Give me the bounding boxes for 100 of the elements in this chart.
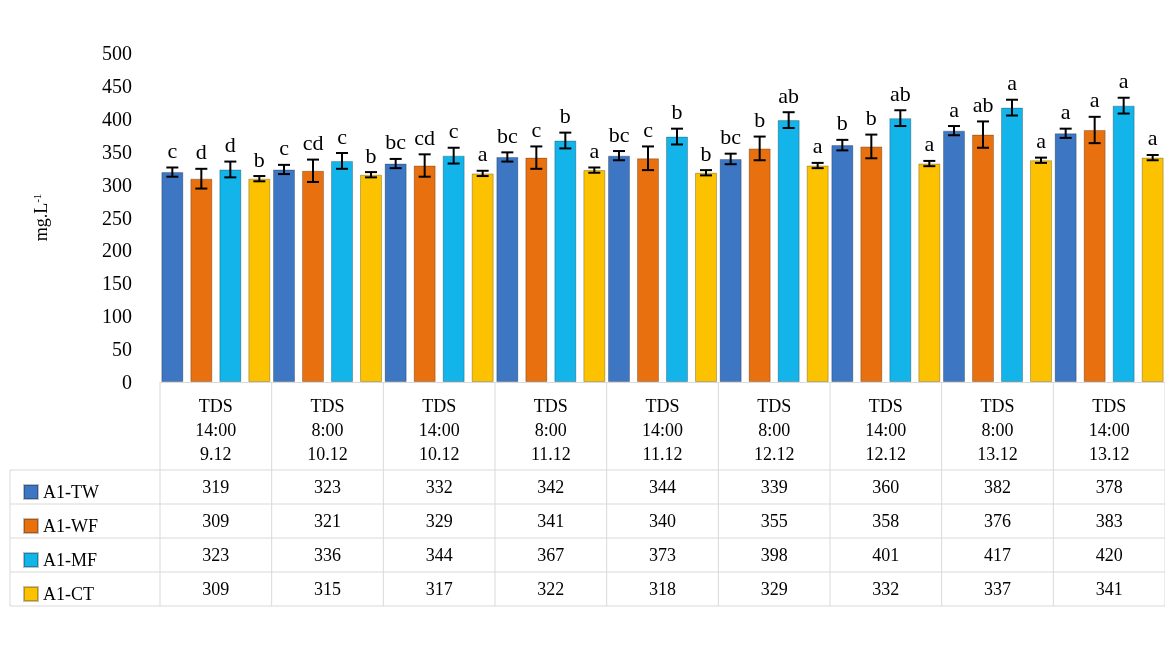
data-label: 340 (649, 511, 676, 531)
data-label: 341 (1095, 579, 1123, 599)
annotation: c (448, 118, 459, 144)
data-label: 337 (984, 579, 1011, 599)
y-tick-label: 450 (102, 74, 132, 97)
annotation: b (836, 110, 848, 136)
annotation: b (754, 107, 766, 133)
data-label: 344 (649, 477, 676, 497)
data-label: 420 (1095, 545, 1123, 565)
annotation: b (671, 99, 683, 125)
annotation: c (279, 135, 290, 161)
bar (918, 163, 941, 382)
bar (1054, 133, 1077, 382)
data-label: 358 (872, 511, 900, 531)
x-tick-label: TDS 8:00 13.12 (977, 396, 1018, 464)
annotation: ab (778, 82, 800, 108)
data-label: 401 (872, 545, 900, 565)
bar (719, 158, 742, 382)
annotation: a (924, 131, 935, 157)
legend-label: A1-CT (43, 584, 94, 604)
data-label: 323 (314, 477, 341, 497)
legend-label: A1-MF (43, 550, 98, 570)
data-label: 332 (425, 477, 453, 497)
y-tick-label: 500 (102, 42, 132, 64)
annotation: a (589, 137, 600, 163)
x-tick-label: TDS 8:00 11.12 (530, 396, 571, 464)
annotation: a (1060, 99, 1071, 125)
x-tick-label: TDS 14:00 10.12 (418, 396, 460, 464)
legend-label: A1-WF (43, 516, 98, 536)
data-label: 383 (1095, 511, 1123, 531)
annotation: bc (720, 124, 742, 150)
x-tick-label: TDS 14:00 9.12 (195, 396, 237, 464)
y-tick-label: 300 (102, 173, 132, 196)
bar (608, 155, 630, 382)
bar (360, 174, 382, 382)
x-tick-label: TDS 8:00 12.12 (753, 396, 795, 464)
annotation: c (531, 116, 542, 142)
data-label: 309 (202, 511, 230, 531)
y-tick-label: 200 (102, 239, 132, 262)
bar (496, 156, 519, 382)
data-label: 336 (314, 545, 341, 565)
annotation: b (253, 146, 265, 172)
data-label: 318 (649, 579, 676, 599)
annotation: d (195, 139, 207, 165)
annotation: c (643, 116, 654, 142)
bar (1141, 157, 1164, 382)
data-label: 355 (760, 511, 788, 531)
y-tick-label: 250 (102, 206, 132, 229)
annotation: a (1007, 70, 1018, 96)
data-label: 398 (760, 545, 788, 565)
data-label: 373 (649, 545, 676, 565)
annotation: ab (972, 91, 994, 117)
annotation: bc (385, 129, 407, 155)
bar (1030, 160, 1052, 382)
y-tick-label: 400 (102, 107, 132, 130)
annotation: c (167, 137, 178, 163)
annotation: bc (496, 122, 518, 148)
y-tick-label: 350 (102, 140, 132, 163)
bar (806, 165, 829, 382)
annotation: a (1089, 87, 1100, 113)
data-label: 323 (202, 545, 230, 565)
bar (273, 169, 295, 382)
legend-label: A1-TW (43, 482, 99, 502)
data-label: 367 (537, 545, 565, 565)
data-label: 344 (425, 545, 453, 565)
data-label: 329 (760, 579, 788, 599)
bar (471, 173, 494, 382)
x-tick-label: TDS 14:00 11.12 (641, 396, 684, 464)
data-label: 322 (537, 579, 565, 599)
data-label: 309 (202, 579, 230, 599)
data-label: 382 (984, 477, 1011, 497)
y-tick-label: 100 (102, 305, 132, 328)
bar (248, 178, 271, 382)
data-label: 339 (760, 477, 788, 497)
y-tick-label: 50 (112, 338, 132, 361)
data-label: 376 (984, 511, 1011, 531)
data-label: 317 (425, 579, 453, 599)
annotation: cd (302, 130, 324, 156)
bar (384, 163, 407, 382)
annotation: d (224, 132, 236, 158)
x-tick-label: TDS 8:00 10.12 (307, 396, 348, 464)
annotation: b (700, 140, 712, 166)
annotation: c (337, 123, 348, 149)
bar (695, 172, 717, 382)
data-label: 319 (202, 477, 230, 497)
data-label: 360 (872, 477, 900, 497)
bar (943, 130, 965, 382)
annotation: bc (608, 121, 630, 147)
annotation: ab (889, 80, 911, 106)
annotation: a (949, 96, 960, 122)
bar (831, 145, 854, 382)
annotation: b (559, 103, 571, 129)
y-tick-label: 0 (122, 371, 132, 393)
annotation: a (1147, 125, 1158, 151)
y-axis-title: mg.L-1 (30, 193, 51, 242)
annotation: a (477, 141, 488, 167)
annotation: a (1118, 68, 1129, 94)
bar (583, 170, 606, 382)
data-label: 329 (425, 511, 453, 531)
data-label: 417 (984, 545, 1011, 565)
